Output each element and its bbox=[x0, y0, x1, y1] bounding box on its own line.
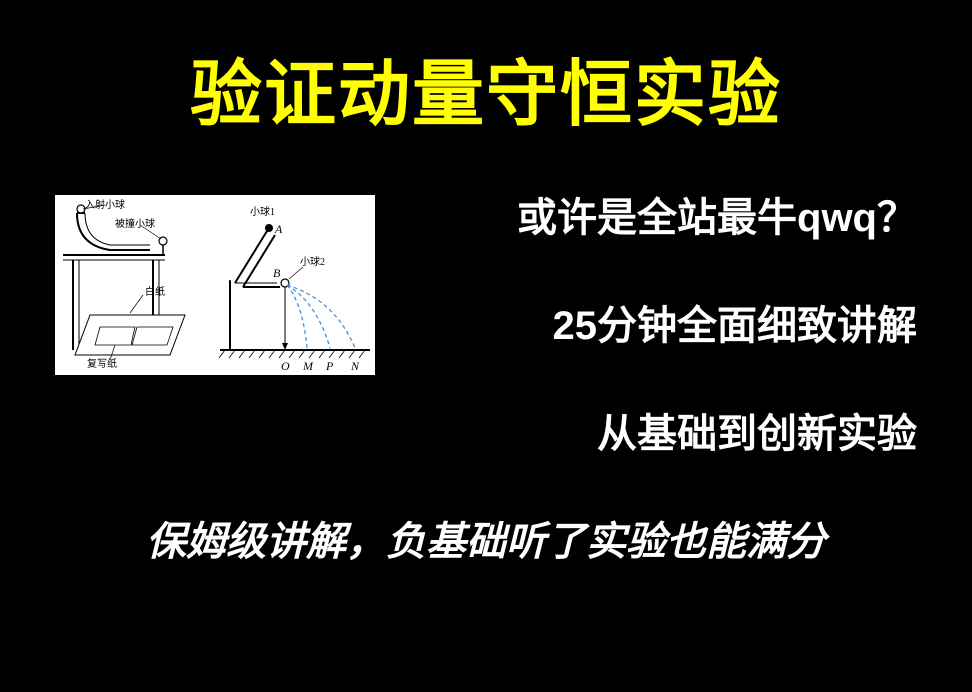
label-white-paper: 白纸 bbox=[145, 285, 165, 298]
content-row: 入射小球 被撞小球 白纸 复写纸 bbox=[0, 185, 972, 459]
tagline-3: 从基础到创新实验 bbox=[410, 401, 917, 459]
label-N: N bbox=[350, 359, 360, 373]
label-ball1: 小球1 bbox=[250, 205, 275, 218]
label-carbon-paper: 复写纸 bbox=[87, 357, 117, 370]
label-O: O bbox=[281, 359, 290, 373]
label-ball2: 小球2 bbox=[300, 255, 325, 268]
label-P: P bbox=[325, 359, 334, 373]
main-title: 验证动量守恒实验 bbox=[0, 0, 972, 140]
tagline-2: 25分钟全面细致讲解 bbox=[410, 293, 917, 351]
bottom-tagline: 保姆级讲解，负基础听了实验也能满分 bbox=[0, 509, 972, 567]
right-text-block: 或许是全站最牛qwq？ 25分钟全面细致讲解 从基础到创新实验 bbox=[375, 185, 917, 459]
diagram-svg: 入射小球 被撞小球 白纸 复写纸 bbox=[55, 195, 375, 375]
label-A: A bbox=[274, 222, 283, 236]
physics-diagram: 入射小球 被撞小球 白纸 复写纸 bbox=[55, 195, 375, 375]
tagline-1: 或许是全站最牛qwq？ bbox=[410, 185, 917, 243]
label-hit: 被撞小球 bbox=[115, 217, 155, 230]
label-incident: 入射小球 bbox=[85, 198, 125, 211]
label-M: M bbox=[302, 359, 314, 373]
label-B: B bbox=[273, 266, 281, 280]
